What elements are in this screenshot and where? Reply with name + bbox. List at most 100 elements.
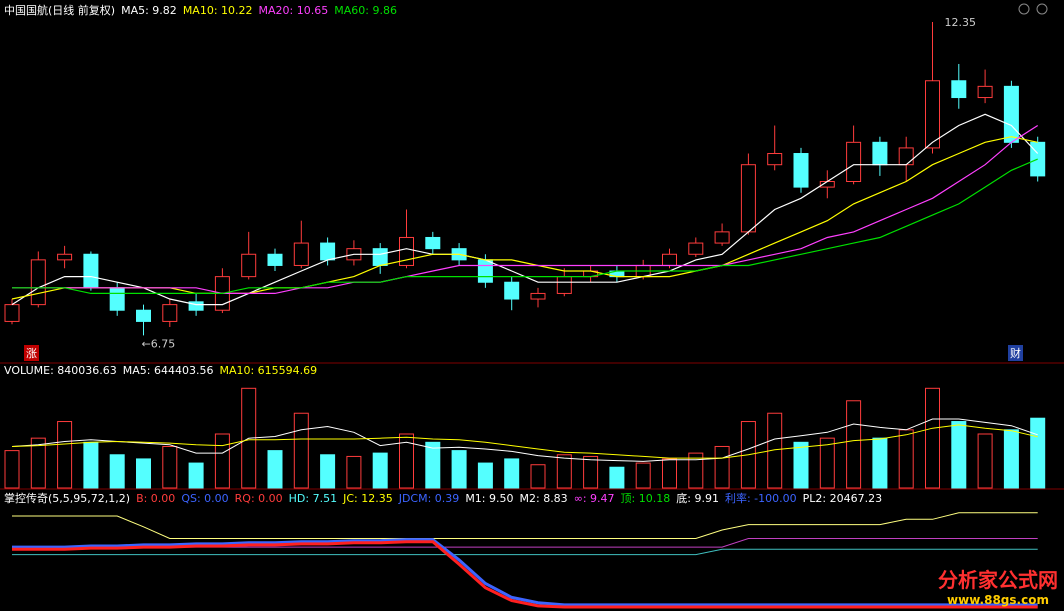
readout: QS: 0.00 bbox=[181, 492, 229, 505]
volume-bar bbox=[767, 412, 783, 489]
volume-bar bbox=[662, 458, 677, 489]
candle-body bbox=[951, 80, 967, 99]
panel-title: VOLUME: 840036.63 bbox=[4, 364, 117, 377]
volume-bar bbox=[4, 450, 20, 489]
readout: JC: 12.35 bbox=[343, 492, 393, 505]
volume-bar bbox=[1003, 429, 1019, 489]
legend-entry: MA10: 615594.69 bbox=[219, 364, 318, 377]
readout: 利率: -100.00 bbox=[724, 492, 797, 505]
readout: ∞: 9.47 bbox=[573, 492, 615, 505]
legend-entry: MA60: 9.86 bbox=[334, 4, 397, 17]
volume-bar bbox=[688, 452, 704, 489]
volume-bar bbox=[30, 437, 46, 489]
candle-body bbox=[714, 231, 730, 244]
volume-bar bbox=[214, 433, 230, 489]
volume-bar bbox=[609, 466, 625, 489]
candle-body bbox=[872, 141, 888, 166]
badge: 涨 bbox=[24, 345, 39, 361]
candle-body bbox=[504, 281, 520, 300]
panel-title: 掌控传奇(5,5,95,72,1,2) bbox=[4, 492, 131, 505]
volume-bar bbox=[83, 441, 99, 489]
candle-body bbox=[846, 141, 862, 183]
volume-bar bbox=[925, 387, 940, 489]
candle-body bbox=[4, 304, 20, 322]
volume-bar bbox=[267, 450, 283, 489]
candle-body bbox=[925, 80, 940, 149]
candle-body bbox=[293, 242, 309, 266]
readout: B: 0.00 bbox=[136, 492, 176, 505]
volume-bar bbox=[320, 454, 336, 489]
candle-body bbox=[1003, 85, 1019, 143]
candle-body bbox=[688, 242, 704, 255]
candle-body bbox=[30, 259, 46, 306]
volume-bar bbox=[898, 429, 914, 489]
volume-header: VOLUME: 840036.63 MA5: 644403.56 MA10: 615… bbox=[4, 364, 323, 377]
candle-body bbox=[188, 301, 204, 311]
volume-bar bbox=[635, 462, 651, 489]
candle-body bbox=[556, 276, 572, 294]
readout: 底: 9.91 bbox=[676, 492, 719, 505]
volume-bar bbox=[846, 400, 862, 489]
candle-body bbox=[136, 309, 151, 322]
readout: M2: 8.83 bbox=[519, 492, 568, 505]
nav-icon[interactable] bbox=[1036, 3, 1048, 15]
readout: HD: 7.51 bbox=[288, 492, 338, 505]
volume-bar bbox=[188, 462, 204, 489]
volume-bar bbox=[109, 454, 125, 489]
volume-bar bbox=[504, 458, 520, 489]
candle-body bbox=[83, 253, 99, 289]
candle-body bbox=[372, 248, 388, 266]
volume-bar bbox=[1030, 417, 1046, 489]
candle-body bbox=[241, 253, 257, 278]
volume-bar bbox=[399, 433, 414, 489]
series-line bbox=[12, 540, 1038, 609]
volume-bar bbox=[293, 412, 309, 489]
candle-body bbox=[57, 253, 73, 261]
volume-bar bbox=[977, 433, 993, 489]
volume-bar bbox=[951, 421, 967, 489]
volume-bar bbox=[819, 437, 835, 489]
volume-bar bbox=[451, 450, 467, 489]
legend-entry: MA5: 644403.56 bbox=[122, 364, 214, 377]
readout: 顶: 10.18 bbox=[620, 492, 671, 505]
readout: RQ: 0.00 bbox=[234, 492, 283, 505]
candle-body bbox=[109, 287, 125, 311]
watermark-title: 分析家公式网 bbox=[938, 568, 1058, 592]
watermark: 分析家公式网 www.88gs.com bbox=[938, 564, 1058, 607]
volume-bar bbox=[372, 452, 388, 489]
indicator-header: 掌控传奇(5,5,95,72,1,2) B: 0.00 QS: 0.00 RQ: 0.… bbox=[4, 490, 888, 506]
volume-bar bbox=[425, 441, 441, 489]
candle-body bbox=[530, 292, 546, 300]
readout: JDCM: 0.39 bbox=[398, 492, 460, 505]
panel-title: 中国国航(日线 前复权) bbox=[4, 4, 116, 17]
candle-body bbox=[977, 85, 993, 99]
annotation: 12.35 bbox=[945, 16, 977, 29]
legend-entry: MA5: 9.82 bbox=[121, 4, 177, 17]
volume-bar bbox=[530, 464, 546, 489]
series-line bbox=[11, 424, 1038, 459]
annotation: ←6.75 bbox=[142, 337, 176, 350]
legend-entry: MA20: 10.65 bbox=[258, 4, 329, 17]
series-line bbox=[12, 538, 1038, 607]
badge: 财 bbox=[1008, 345, 1023, 361]
volume-bar bbox=[556, 454, 572, 489]
volume-bar bbox=[793, 441, 809, 489]
nav-icon[interactable] bbox=[1018, 3, 1030, 15]
candle-body bbox=[425, 236, 441, 250]
series-line bbox=[11, 136, 1038, 300]
volume-bar bbox=[872, 437, 888, 489]
series-line bbox=[12, 124, 1039, 294]
price-header: 中国国航(日线 前复权) MA5: 9.82 MA10: 10.22 MA20: 10… bbox=[4, 2, 403, 18]
series-line bbox=[11, 418, 1038, 462]
volume-bar bbox=[57, 421, 73, 489]
candle-body bbox=[399, 236, 414, 266]
volume-bar bbox=[714, 445, 730, 489]
volume-bar bbox=[162, 445, 178, 489]
series-line bbox=[12, 548, 1038, 556]
legend-entry: MA10: 10.22 bbox=[182, 4, 253, 17]
candle-body bbox=[740, 164, 756, 233]
candle-body bbox=[898, 147, 914, 166]
candle-body bbox=[477, 259, 493, 283]
watermark-url: www.88gs.com bbox=[947, 593, 1049, 607]
